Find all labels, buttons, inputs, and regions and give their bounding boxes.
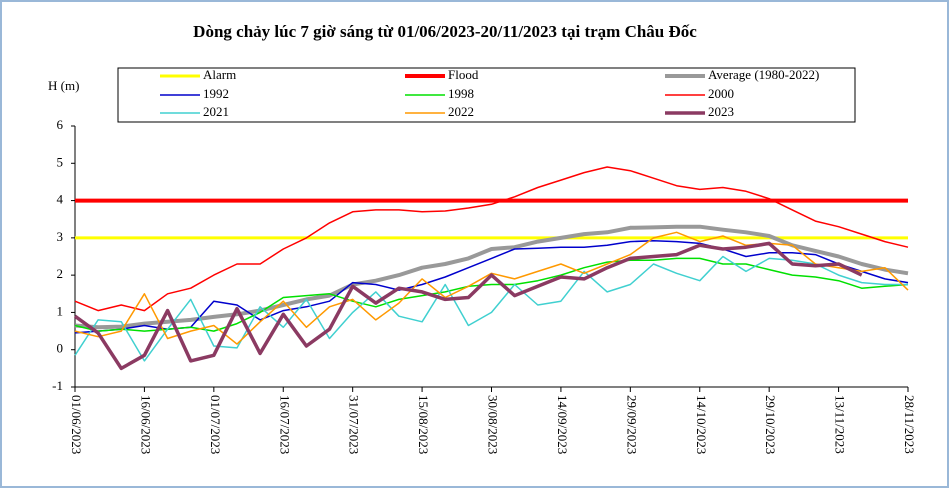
y-tick-label: 6 [57, 117, 64, 132]
legend-label: 1992 [203, 86, 229, 101]
legend-label: 2022 [448, 104, 474, 119]
x-tick-label: 01/07/2023 [208, 395, 223, 454]
x-tick-label: 16/07/2023 [277, 395, 292, 454]
x-tick-label: 13/11/2023 [833, 395, 848, 454]
series-line [74, 255, 908, 362]
y-axis-label: H (m) [48, 78, 79, 93]
legend-label: 1998 [448, 86, 474, 101]
legend-label: 2021 [203, 104, 229, 119]
x-tick-label: 29/10/2023 [763, 395, 778, 454]
x-tick-label: 29/09/2023 [624, 395, 639, 454]
chart-title: Dòng chảy lúc 7 giờ sáng từ 01/06/2023-2… [193, 22, 697, 41]
legend-label: 2000 [708, 86, 734, 101]
x-tick-label: 15/08/2023 [416, 395, 431, 454]
legend-label: Average (1980-2022) [708, 67, 819, 82]
x-tick-label: 31/07/2023 [347, 395, 362, 454]
x-tick-label: 28/11/2023 [902, 395, 917, 454]
legend-box [117, 67, 856, 123]
legend-label: Flood [448, 67, 479, 82]
y-tick-label: 2 [57, 266, 64, 281]
y-tick-label: 5 [57, 154, 64, 169]
legend-label: 2023 [708, 104, 734, 119]
series-line [74, 240, 909, 334]
x-tick-label: 01/06/2023 [69, 395, 84, 454]
x-tick-label: 16/06/2023 [138, 395, 153, 454]
y-tick-label: 4 [57, 192, 64, 207]
x-tick-label: 14/09/2023 [555, 395, 570, 454]
x-tick-label: 14/10/2023 [694, 395, 709, 454]
y-tick-label: 3 [57, 229, 64, 244]
legend-label: Alarm [203, 67, 236, 82]
y-tick-label: 0 [57, 341, 64, 356]
series-line [74, 257, 909, 332]
series-line [73, 241, 863, 371]
series-line [74, 224, 909, 330]
x-tick-label: 30/08/2023 [486, 395, 501, 454]
y-tick-label: -1 [52, 378, 63, 393]
y-tick-label: 1 [57, 303, 64, 318]
series-line [74, 166, 909, 312]
